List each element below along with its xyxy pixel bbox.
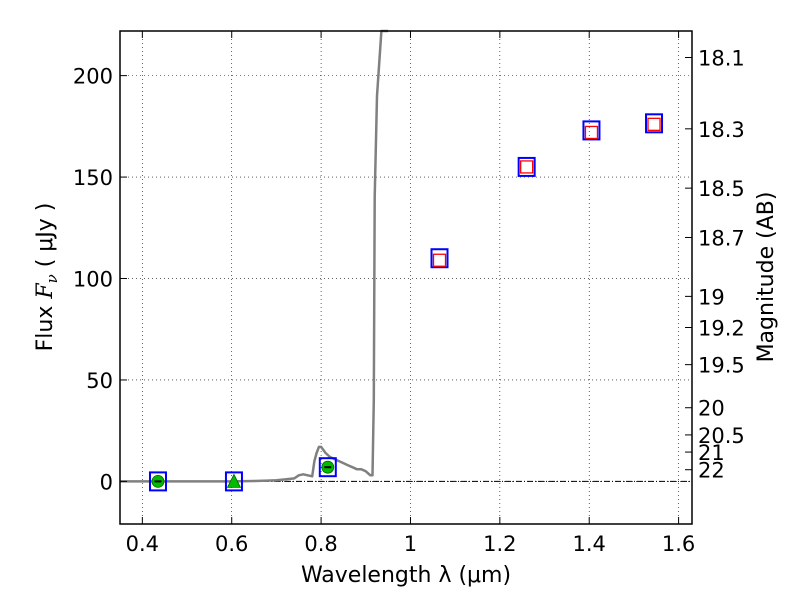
x-tick-label: 0.6	[215, 532, 248, 556]
observed-point	[224, 471, 243, 492]
mag-tick-label: 18.7	[698, 226, 745, 250]
y-axis-label: Flux Fν ( μJy )	[33, 203, 61, 352]
x-tick-label: 1.6	[662, 532, 695, 556]
mag-tick-label: 20	[698, 397, 725, 421]
mag-tick-label: 19.5	[698, 354, 745, 378]
y-axis-label-symbol: F	[33, 283, 58, 300]
y-axis-label-suffix: ( μJy )	[33, 203, 58, 275]
y-tick-label: 200	[73, 65, 113, 89]
model-photometry-point	[520, 160, 534, 174]
y-axis-label-prefix: Flux	[33, 299, 58, 352]
mag-tick-label: 18.1	[698, 47, 745, 71]
model-photometry-point	[647, 117, 661, 131]
y-axis-label-subscript: ν	[43, 274, 61, 283]
x-tick-label: 1.2	[483, 532, 516, 556]
x-tick-label: 0.8	[304, 532, 337, 556]
mag-tick-label: 22	[698, 459, 725, 483]
x-axis-label: Wavelength λ (μm)	[301, 563, 511, 588]
observed-point	[645, 113, 664, 134]
y-tick-label: 100	[73, 268, 113, 292]
model-photometry-point	[584, 125, 599, 140]
mag-tick-label: 19	[698, 285, 725, 309]
data-series	[120, 29, 664, 492]
mag-tick-label: 18.3	[698, 118, 745, 142]
x-tick-label: 1.4	[573, 532, 606, 556]
y-tick-label: 50	[86, 369, 113, 393]
observed-point	[430, 248, 449, 269]
upper-limit-point	[226, 473, 242, 488]
model-spectrum-line	[120, 29, 389, 483]
mag-tick-label: 18.5	[698, 177, 745, 201]
observed-point	[582, 120, 601, 141]
axis-ticks: 0.4 0.6 0.8 1 1.2 1.4 1.6 0 50 100 150 200 18.1 18.3 1…	[73, 31, 745, 556]
plot-area	[120, 31, 692, 524]
x-tick-label: 0.4	[126, 532, 159, 556]
mag-tick-label: 21	[698, 441, 725, 465]
model-photometry-point	[432, 253, 447, 267]
plot-frame	[119, 30, 693, 525]
y-tick-label: 150	[73, 166, 113, 190]
observed-point	[148, 471, 167, 492]
y-tick-label: 0	[100, 470, 113, 494]
mag-tick-label: 19.2	[698, 316, 745, 340]
observed-point	[318, 457, 337, 478]
y2-axis-label: Magnitude (AB)	[754, 192, 779, 363]
mag-tick-label: 20.5	[698, 424, 745, 448]
x-tick-label: 1	[404, 532, 417, 556]
observed-point	[517, 156, 536, 177]
